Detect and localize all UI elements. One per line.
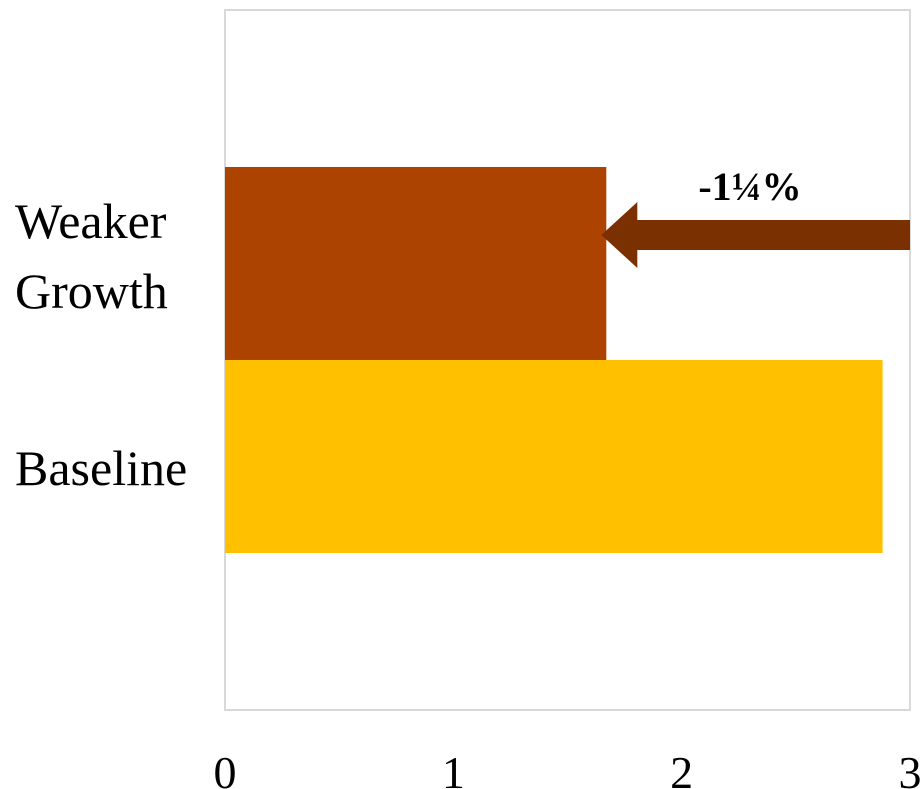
x-tick-label-3: 3: [899, 747, 922, 789]
bar-baseline: [225, 360, 883, 553]
x-tick-label-0: 0: [214, 747, 237, 789]
x-tick-label-1: 1: [442, 747, 465, 789]
bar-weaker-growth: [225, 167, 607, 360]
category-label-baseline: Baseline: [15, 440, 187, 496]
category-label-growth: Growth: [15, 263, 168, 319]
decrease-arrow-icon: [601, 202, 910, 268]
x-tick-label-2: 2: [670, 747, 693, 789]
category-label-weaker: Weaker: [15, 193, 167, 249]
annotation-label: -1¼%: [698, 164, 801, 209]
